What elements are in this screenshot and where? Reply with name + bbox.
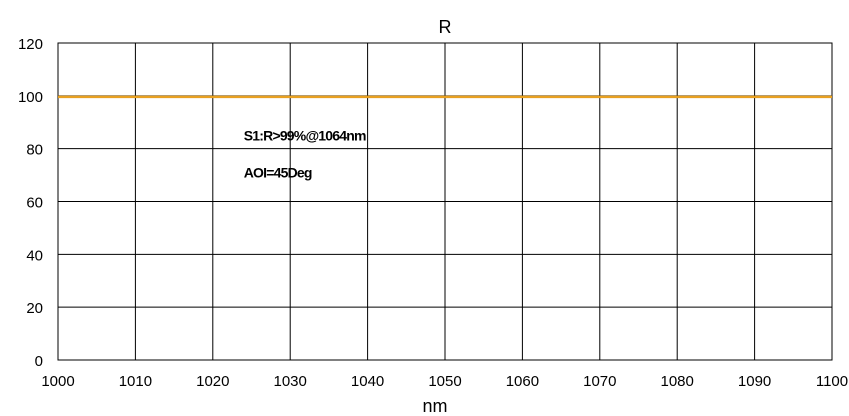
x-tick-label: 1030 — [274, 373, 307, 390]
chart-title: R — [439, 17, 452, 37]
x-tick-label: 1070 — [583, 373, 616, 390]
tick-labels: 1000 1010 1020 1030 1040 1050 1060 1070 1080 1090… — [18, 36, 848, 390]
y-tick-label: 0 — [35, 353, 43, 370]
x-tick-label: 1060 — [506, 373, 539, 390]
x-tick-label: 1010 — [119, 373, 152, 390]
x-tick-label: 1040 — [351, 373, 384, 390]
plot-area-frame — [57, 42, 833, 361]
x-tick-label: 1050 — [428, 373, 461, 390]
y-tick-label: 60 — [26, 195, 43, 212]
grid — [57, 42, 833, 361]
y-tick-label: 120 — [18, 36, 43, 53]
annotation-text: S1:R>99%@1064nm — [244, 128, 366, 144]
y-tick-label: 40 — [26, 247, 43, 264]
x-axis-label: nm — [422, 396, 447, 416]
y-tick-label: 20 — [26, 300, 43, 317]
y-tick-label: 80 — [26, 142, 43, 159]
x-tick-label: 1080 — [661, 373, 694, 390]
y-tick-label: 100 — [18, 89, 43, 106]
x-tick-label: 1100 — [816, 373, 848, 390]
x-tick-label: 1020 — [196, 373, 229, 390]
x-tick-label: 1090 — [738, 373, 771, 390]
annotation-text: AOI=45Deg — [244, 165, 312, 181]
x-tick-label: 1000 — [41, 373, 74, 390]
annotations: S1:R>99%@1064nm AOI=45Deg — [244, 128, 367, 181]
